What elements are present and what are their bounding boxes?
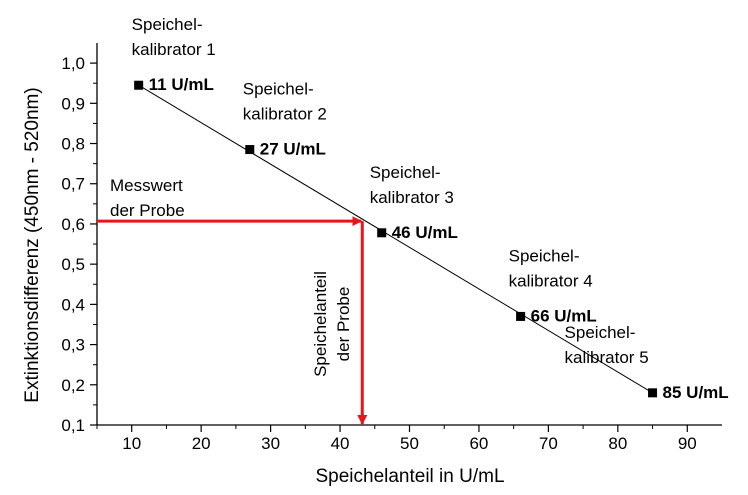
point-label-line1: Speichel- <box>509 246 580 265</box>
fit-line <box>138 84 653 394</box>
y-tick-label: 1,0 <box>61 54 85 73</box>
y-tick-label: 0,1 <box>61 416 85 435</box>
point-labels: Speichel-kalibrator 1 11 U/mL Speichel-kal… <box>132 15 729 402</box>
data-point <box>245 145 255 155</box>
y-tick-label: 0,5 <box>61 255 85 274</box>
point-label-line1: Speichel- <box>565 323 636 342</box>
x-tick-label: 70 <box>539 434 558 453</box>
point-label-line2: kalibrator 3 <box>370 188 454 207</box>
y-tick-label: 0,6 <box>61 215 85 234</box>
point-value-label: 27 U/mL <box>260 140 326 159</box>
x-tick-label: 20 <box>192 434 211 453</box>
point-label-line1: Speichel- <box>243 80 314 99</box>
x-tick-label: 40 <box>331 434 350 453</box>
x-axis-title: Speichelanteil in U/mL <box>315 466 504 487</box>
x-tick-label: 90 <box>678 434 697 453</box>
point-value-label: 66 U/mL <box>531 306 597 325</box>
data-point <box>377 228 387 238</box>
data-points <box>134 80 658 398</box>
axes: 10 20 30 40 50 60 70 80 90 0,1 0,2 0,3 0,4 0,5 0,6 0,7 0… <box>61 43 722 453</box>
y-tick-label: 0,8 <box>61 135 85 154</box>
point-value-label: 11 U/mL <box>149 75 214 94</box>
x-tick-label: 50 <box>400 434 419 453</box>
y-tick-label: 0,2 <box>61 376 85 395</box>
x-tick-label: 10 <box>122 434 141 453</box>
result-label-line2: der Probe <box>334 287 353 362</box>
y-axis-title: Extinktionsdifferenz (450nm - 520nm) <box>22 87 43 402</box>
fit-line-group <box>138 84 653 394</box>
measured-label-line1: Messwert <box>110 176 183 195</box>
point-label-line1: Speichel- <box>132 15 203 34</box>
point-label-line2: kalibrator 2 <box>243 105 327 124</box>
point-label-line2: kalibrator 5 <box>565 348 649 367</box>
y-tick-label: 0,4 <box>61 295 85 314</box>
x-tick-label: 60 <box>469 434 488 453</box>
y-tick-label: 0,3 <box>61 336 85 355</box>
result-label-line1: Speichelanteil <box>311 271 330 377</box>
data-point <box>134 80 144 90</box>
data-point <box>648 388 658 398</box>
point-label-line2: kalibrator 1 <box>132 40 216 59</box>
point-label-line1: Speichel- <box>370 163 441 182</box>
data-point <box>516 311 526 321</box>
x-tick-label: 30 <box>261 434 280 453</box>
point-value-label: 85 U/mL <box>663 383 729 402</box>
point-value-label: 46 U/mL <box>392 223 458 242</box>
y-tick-label: 0,7 <box>61 175 85 194</box>
measured-label-line2: der Probe <box>110 201 185 220</box>
x-tick-label: 80 <box>608 434 627 453</box>
y-tick-label: 0,9 <box>61 94 85 113</box>
point-label-line2: kalibrator 4 <box>509 271 593 290</box>
